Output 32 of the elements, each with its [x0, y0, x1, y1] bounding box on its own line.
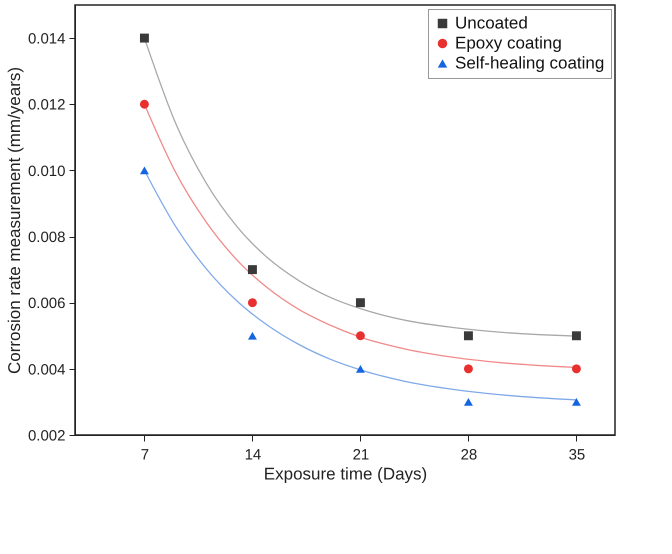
point [140, 34, 149, 43]
x-tick-label: 21 [352, 446, 370, 464]
point [464, 398, 473, 406]
legend-label: Uncoated [455, 14, 528, 32]
point [572, 364, 581, 374]
y-tick-label: 0.014 [28, 30, 66, 48]
point [140, 100, 149, 109]
point [356, 364, 365, 373]
point [140, 166, 149, 174]
y-tick-label: 0.004 [28, 361, 66, 378]
y-tick-label: 0.008 [28, 229, 66, 246]
y-tick-label: 0.006 [28, 295, 66, 312]
legend-label: Self-healing coating [455, 54, 604, 72]
point [464, 364, 473, 374]
point [356, 331, 365, 340]
x-tick-label: 35 [568, 446, 586, 464]
x-tick-label: 14 [244, 446, 262, 464]
y-axis-title: Corrosion rate measurement (mm/years) [4, 66, 24, 374]
point [248, 298, 257, 308]
x-tick-label: 28 [460, 446, 478, 464]
y-tick-label: 0.002 [28, 428, 66, 444]
x-axis-title: Exposure time (Days) [264, 464, 428, 484]
point [248, 332, 257, 340]
point [572, 398, 581, 406]
legend-label: Epoxy coating [455, 34, 562, 52]
point [572, 331, 581, 340]
point [464, 331, 473, 340]
point [356, 298, 365, 308]
point [248, 265, 257, 274]
x-tick-label: 7 [140, 446, 150, 464]
y-tick-label: 0.010 [28, 162, 66, 180]
y-tick-label: 0.012 [28, 96, 66, 114]
